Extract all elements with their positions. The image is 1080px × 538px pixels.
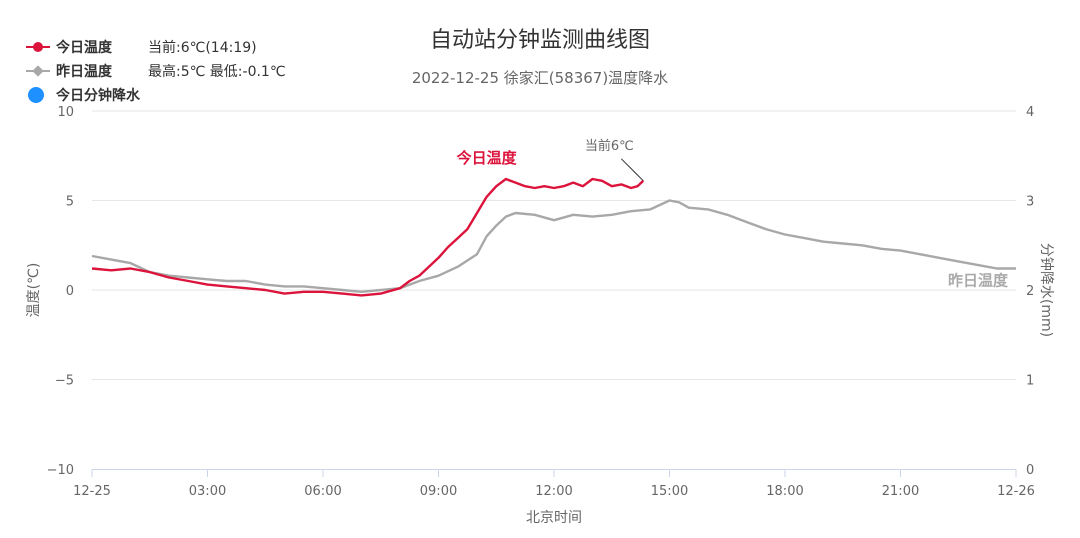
y-axis-title: 温度(℃) [26, 263, 42, 318]
line-diamond-icon [26, 64, 50, 78]
x-tick-label: 12-26 [997, 484, 1035, 499]
y-tick-label: −10 [47, 463, 74, 478]
legend-item-today-temp[interactable]: 今日温度 当前:6℃(14:19) [26, 35, 286, 59]
line-dot-icon [26, 40, 50, 54]
x-tick-label: 12-25 [73, 484, 111, 499]
y-tick-label: 5 [66, 195, 74, 210]
y-tick-label: 10 [57, 105, 74, 120]
legend-label: 今日分钟降水 [56, 88, 140, 104]
y-tick-label: 0 [66, 284, 74, 299]
y2-tick-label: 4 [1026, 105, 1034, 120]
x-tick-label: 03:00 [189, 484, 226, 499]
legend-label: 昨日温度 [56, 64, 112, 80]
y2-tick-label: 0 [1026, 463, 1034, 478]
x-tick-label: 21:00 [882, 484, 919, 499]
legend-item-today-precip[interactable]: 今日分钟降水 [26, 83, 286, 107]
legend-item-yesterday-temp[interactable]: 昨日温度 最高:5℃ 最低:-0.1℃ [26, 59, 286, 83]
x-tick-label: 18:00 [766, 484, 803, 499]
current-connector [620, 158, 644, 182]
y2-tick-label: 3 [1026, 195, 1034, 210]
x-tick-label: 12:00 [535, 484, 572, 499]
x-tick-label: 06:00 [304, 484, 341, 499]
today-temp-label: 今日温度 [456, 149, 518, 167]
y2-tick-label: 2 [1026, 284, 1034, 299]
x-axis-title: 北京时间 [526, 510, 582, 526]
y2-axis-title: 分钟降水(mm) [1038, 243, 1055, 337]
series-line-today [91, 177, 645, 297]
x-tick-label: 09:00 [420, 484, 457, 499]
legend-label: 今日温度 [56, 40, 112, 56]
yesterday-temp-label: 昨日温度 [948, 272, 1009, 290]
legend: 今日温度 当前:6℃(14:19) 昨日温度 最高:5℃ 最低:-0.1℃ 今日… [26, 35, 286, 107]
x-tick-label: 15:00 [651, 484, 688, 499]
legend-info: 当前:6℃(14:19) [148, 40, 257, 56]
series-line-yesterday [91, 199, 1016, 293]
chart-title: 自动站分钟监测曲线图 [429, 28, 650, 53]
legend-info: 最高:5℃ 最低:-0.1℃ [148, 64, 286, 80]
y-tick-label: −5 [55, 374, 74, 389]
circle-icon [26, 87, 50, 103]
chart-subtitle: 2022-12-25 徐家汇(58367)温度降水 [411, 69, 669, 87]
current-annotation: 当前6℃ [585, 138, 634, 154]
y2-tick-label: 1 [1026, 374, 1034, 389]
